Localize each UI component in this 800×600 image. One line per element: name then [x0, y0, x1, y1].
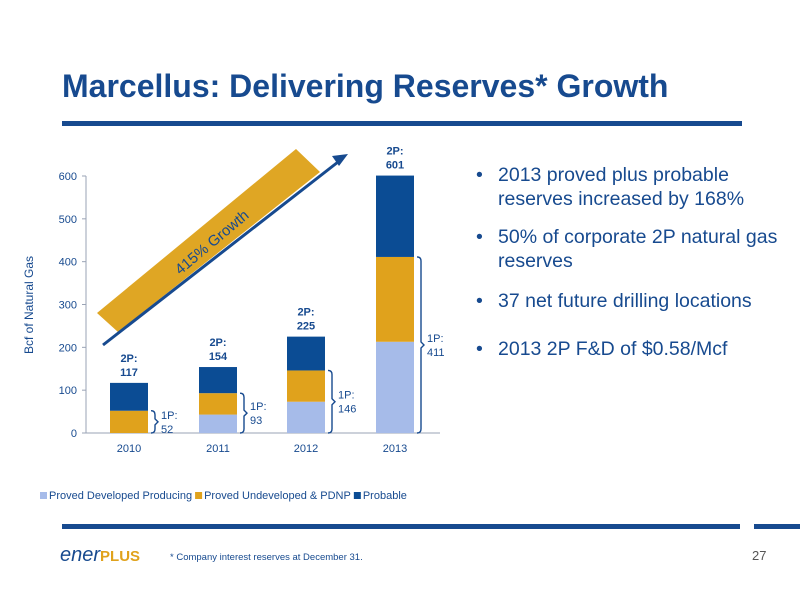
total-1p-value: 411: [427, 347, 445, 359]
proved-1p-bracket: [150, 410, 159, 434]
bullet-item: 50% of corporate 2P natural gas reserves: [470, 225, 790, 273]
total-1p-label: 1P:: [338, 390, 355, 402]
total-1p-value: 146: [338, 404, 356, 416]
legend-label: Probable: [363, 490, 407, 502]
total-1p-label: 1P:: [250, 401, 267, 413]
y-tick-label: 0: [71, 428, 77, 440]
y-tick-label: 200: [59, 342, 77, 354]
title-divider: [62, 121, 742, 126]
y-tick-label: 500: [59, 214, 77, 226]
bullet-item: 2013 proved plus probable reserves incre…: [470, 163, 790, 211]
proved-1p-bracket: [416, 256, 425, 434]
growth-banner: [97, 149, 320, 332]
legend-swatch: [353, 492, 361, 499]
footer-divider-short: [754, 524, 800, 529]
enerplus-logo: enerPLUS: [60, 544, 140, 567]
bullet-list: 2013 proved plus probable reserves incre…: [470, 163, 790, 361]
y-axis-title: Bcf of Natural Gas: [22, 256, 36, 354]
bar-segment: [287, 401, 325, 433]
total-2p-value: 154: [209, 351, 228, 363]
total-2p-label: 2P:: [297, 307, 314, 319]
footnote: * Company interest reserves at December …: [170, 552, 363, 563]
total-1p-label: 1P:: [427, 333, 444, 345]
x-tick-label: 2012: [294, 443, 318, 455]
total-2p-label: 2P:: [120, 353, 137, 365]
total-2p-label: 2P:: [209, 337, 226, 349]
total-1p-value: 93: [250, 415, 262, 427]
y-tick-label: 300: [59, 300, 77, 312]
bar-segment: [287, 370, 325, 402]
bar-segment: [199, 414, 237, 433]
total-2p-value: 601: [386, 160, 404, 172]
y-tick-label: 100: [59, 385, 77, 397]
bar-segment: [199, 393, 237, 415]
growth-arrow-line: [102, 160, 339, 347]
y-tick-label: 600: [59, 171, 77, 183]
proved-1p-bracket: [327, 369, 336, 434]
logo-plus: PLUS: [100, 548, 141, 565]
bullet-item: 37 net future drilling locations: [470, 289, 790, 313]
bullet-item: 2013 2P F&D of $0.58/Mcf: [470, 337, 790, 361]
logo-text: ener: [60, 544, 101, 566]
total-2p-value: 117: [120, 367, 138, 379]
page-title: Marcellus: Delivering Reserves* Growth: [62, 68, 669, 104]
bar-segment: [199, 367, 237, 394]
bar-segment: [376, 341, 414, 433]
legend-label: Proved Undeveloped & PDNP: [204, 490, 351, 502]
total-2p-value: 225: [297, 321, 315, 333]
bar-segment: [376, 175, 414, 257]
x-tick-label: 2011: [206, 443, 230, 455]
bar-segment: [110, 410, 148, 433]
bar-segment: [110, 382, 148, 411]
x-tick-label: 2010: [117, 443, 141, 455]
page-number: 27: [752, 548, 767, 563]
reserves-chart: 0 100 200 300 400 500 600 2010 2011 2012 2013 Bcf o…: [22, 146, 445, 502]
total-2p-label: 2P:: [386, 146, 403, 158]
proved-1p-bracket: [239, 392, 248, 434]
legend-label: Proved Developed Producing: [49, 490, 192, 502]
legend-swatch: [195, 492, 203, 499]
bar-segment: [376, 256, 414, 342]
growth-arrow-head: [332, 154, 348, 166]
legend-swatch: [40, 492, 47, 499]
x-tick-label: 2013: [383, 443, 407, 455]
total-1p-value: 52: [161, 424, 173, 436]
y-tick-label: 400: [59, 257, 77, 269]
total-1p-label: 1P:: [161, 410, 178, 422]
footer-divider: [62, 524, 740, 529]
bar-segment: [287, 336, 325, 371]
